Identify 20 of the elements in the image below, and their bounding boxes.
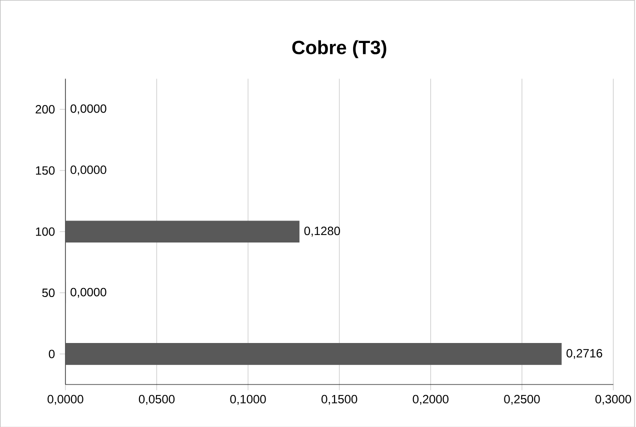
x-tick-label: 0,0000 (48, 394, 84, 405)
data-label: 0,0000 (70, 104, 106, 114)
y-tick-label: 100 (36, 227, 55, 236)
data-label: 0,1280 (304, 226, 340, 236)
chart-title: Cobre (T3) (292, 40, 386, 58)
data-label: 0,2716 (566, 348, 602, 359)
bar (65, 220, 300, 242)
data-label: 0,0000 (70, 165, 106, 176)
x-tick-label: 0,1500 (322, 394, 358, 405)
y-tick-label: 200 (36, 104, 55, 114)
data-label: 0,0000 (70, 288, 106, 298)
x-tick-label: 0,2000 (412, 394, 448, 405)
bar (65, 342, 562, 365)
x-tick-label: 0,0500 (138, 394, 175, 405)
x-tick-label: 0,2500 (504, 394, 540, 405)
x-tick-label: 0,1000 (230, 394, 266, 405)
y-tick-label: 0 (48, 350, 55, 358)
y-tick-label: 150 (36, 166, 55, 175)
y-tick-label: 50 (42, 288, 55, 297)
x-tick-label: 0,3000 (595, 394, 632, 405)
